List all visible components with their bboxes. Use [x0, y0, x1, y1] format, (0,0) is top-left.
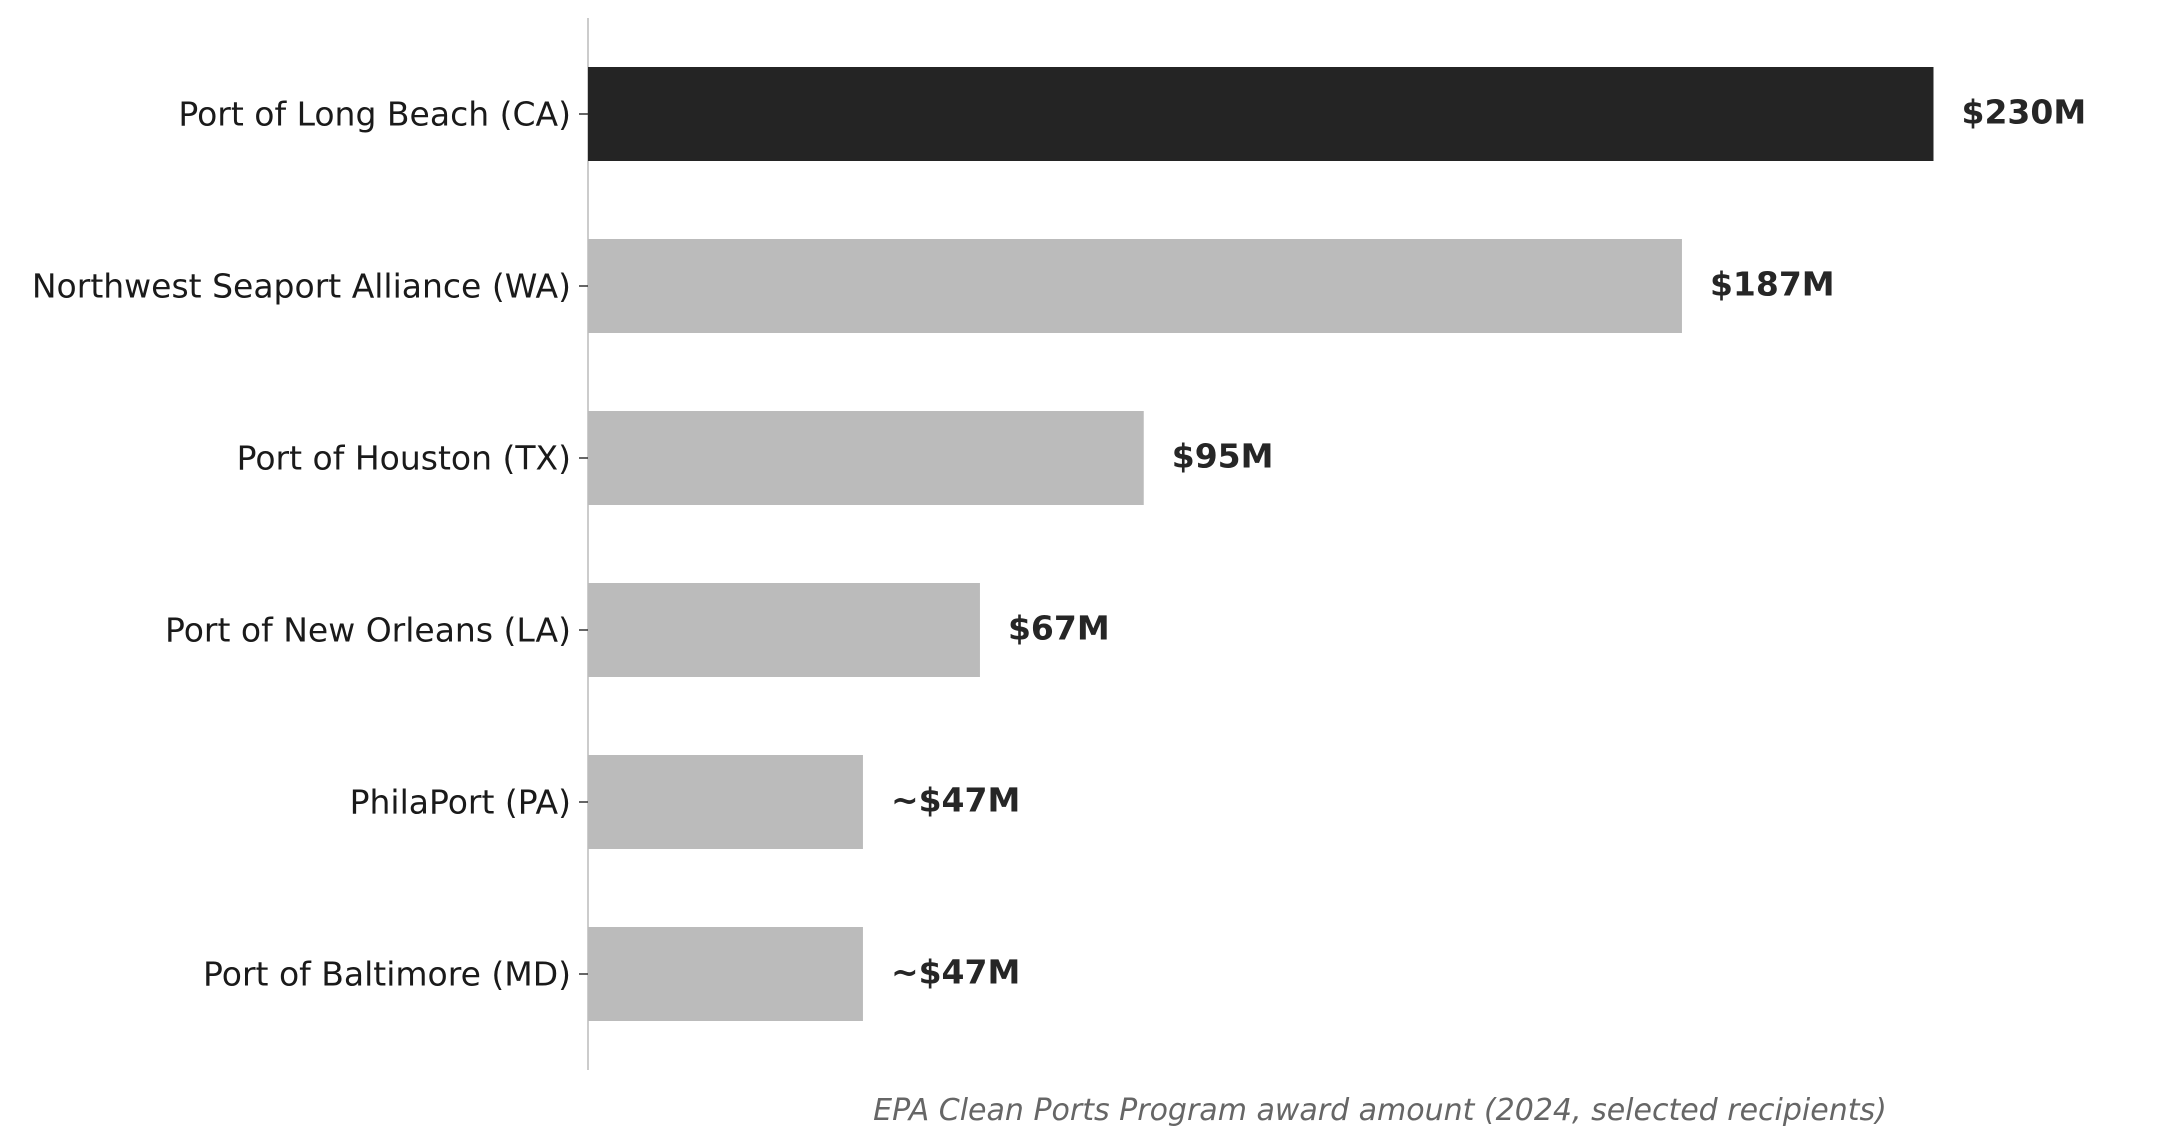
bar-4: [588, 755, 863, 849]
category-label-5: Port of Baltimore (MD): [203, 955, 571, 994]
category-label-1: Northwest Seaport Alliance (WA): [32, 267, 571, 306]
bar-3: [588, 583, 980, 677]
x-axis-caption: EPA Clean Ports Program award amount (20…: [873, 1093, 1887, 1128]
category-label-3: Port of New Orleans (LA): [165, 611, 571, 650]
value-label-1: $187M: [1710, 265, 1835, 304]
bar-1: [588, 239, 1682, 333]
value-label-0: $230M: [1962, 93, 2087, 132]
bars-layer: [588, 67, 1934, 1021]
bar-5: [588, 927, 863, 1021]
value-label-4: ~$47M: [891, 781, 1020, 820]
category-label-0: Port of Long Beach (CA): [178, 95, 571, 134]
bar-0: [588, 67, 1934, 161]
category-label-2: Port of Houston (TX): [237, 439, 571, 478]
labels-layer: Port of Long Beach (CA) $230M Northwest Se…: [32, 93, 2086, 994]
category-label-4: PhilaPort (PA): [350, 783, 571, 822]
value-label-2: $95M: [1172, 437, 1274, 476]
bar-2: [588, 411, 1144, 505]
value-label-3: $67M: [1008, 609, 1110, 648]
value-label-5: ~$47M: [891, 953, 1020, 992]
